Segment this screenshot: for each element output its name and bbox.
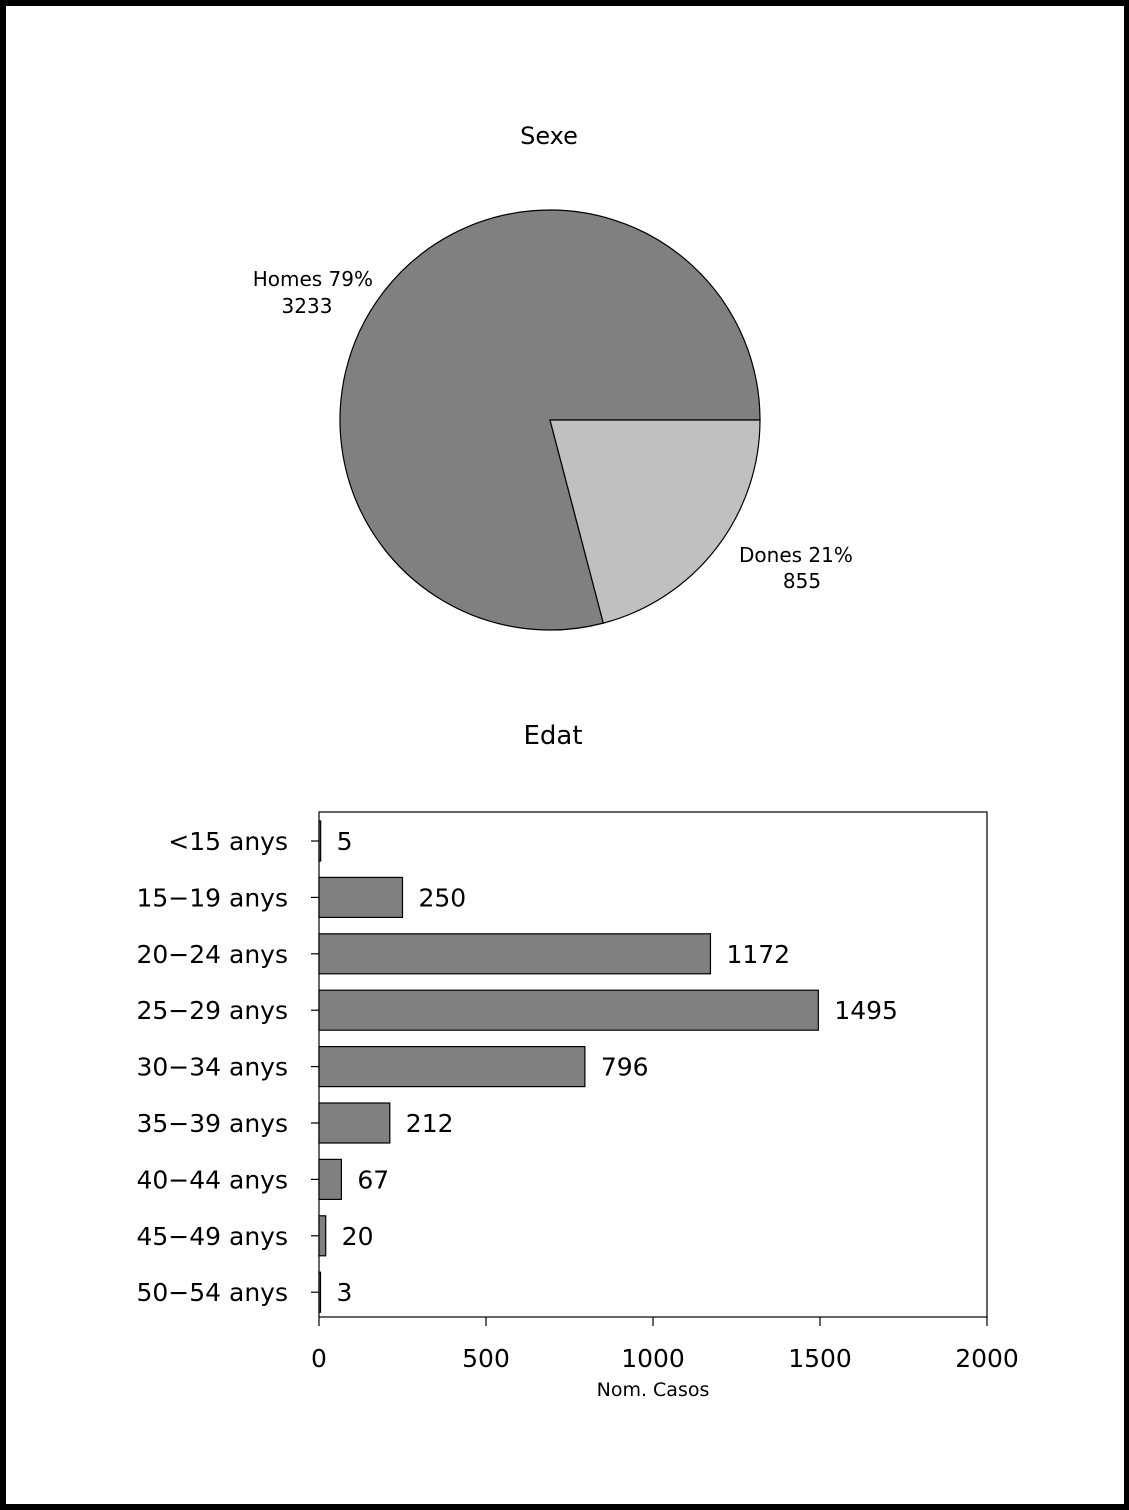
- bar-value-label-7: 20: [342, 1222, 374, 1251]
- bar-6: [318, 1158, 342, 1201]
- slice-value-dones: 855: [783, 569, 821, 593]
- bar-x-axis-label: Nom. Casos: [597, 1379, 710, 1401]
- bar-value-labels: 5 250 1172 1495 796 212 67 20 3: [337, 827, 898, 1307]
- bar-8: [318, 1271, 322, 1313]
- pie-slices: [339, 209, 761, 631]
- bar-0: [318, 820, 322, 862]
- bar-x-ticks: 0 500 1000 1500 2000: [311, 1317, 1019, 1373]
- slice-percent-dones: 21%: [808, 543, 852, 567]
- bar-category-labels: <15 anys 15−19 anys 20−24 anys 25−29 anys 30…: [136, 827, 319, 1307]
- bar-value-label-5: 212: [406, 1109, 454, 1138]
- category-label-4: 30−34 anys: [136, 1053, 288, 1082]
- slice-label-homes: Homes 79% 3233: [253, 267, 373, 318]
- category-label-8: 50−54 anys: [136, 1278, 288, 1307]
- svg-text:Homes 79%: Homes 79%: [253, 267, 373, 291]
- slice-name-homes: Homes: [253, 267, 322, 291]
- x-tick-label-0: 0: [311, 1344, 327, 1373]
- x-tick-label-1000: 1000: [621, 1344, 685, 1373]
- bar-1: [318, 876, 404, 919]
- x-tick-label-1500: 1500: [788, 1344, 852, 1373]
- bar-bars: [318, 820, 819, 1313]
- category-label-7: 45−49 anys: [136, 1222, 288, 1251]
- bar-value-label-8: 3: [337, 1278, 353, 1307]
- slice-label-dones: Dones 21% 855: [739, 543, 853, 593]
- pie-slice-dones: [549, 419, 761, 624]
- bar-chart-title: Edat: [523, 721, 582, 751]
- category-label-3: 25−29 anys: [136, 996, 288, 1025]
- bar-3: [318, 989, 819, 1031]
- slice-value-homes: 3233: [282, 294, 333, 318]
- pie-chart-sexe: Sexe Homes 79% 3233 Dones 21% 855: [253, 122, 853, 631]
- bar-value-label-4: 796: [601, 1053, 649, 1082]
- bar-value-label-3: 1495: [834, 996, 898, 1025]
- bar-4: [318, 1045, 586, 1088]
- bar-2: [318, 933, 712, 975]
- bar-value-label-1: 250: [419, 883, 467, 912]
- bar-7: [318, 1215, 327, 1257]
- category-label-1: 15−19 anys: [136, 883, 288, 912]
- category-label-6: 40−44 anys: [136, 1165, 288, 1194]
- bar-value-label-6: 67: [357, 1165, 389, 1194]
- category-label-5: 35−39 anys: [136, 1109, 288, 1138]
- category-label-0: <15 anys: [168, 827, 288, 856]
- category-label-2: 20−24 anys: [136, 940, 288, 969]
- slice-percent-homes: 79%: [329, 267, 373, 291]
- bar-value-label-2: 1172: [726, 940, 790, 969]
- pie-chart-title: Sexe: [520, 122, 578, 150]
- bar-5: [318, 1102, 391, 1144]
- x-tick-label-500: 500: [462, 1344, 510, 1373]
- slice-name-dones: Dones: [739, 543, 802, 567]
- bar-chart-edat: Edat <15 anys 15−19 anys 20−24 anys 25−29 a…: [136, 721, 1018, 1401]
- x-tick-label-2000: 2000: [955, 1344, 1019, 1373]
- svg-text:Dones 21%: Dones 21%: [739, 543, 853, 567]
- bar-value-label-0: 5: [337, 827, 353, 856]
